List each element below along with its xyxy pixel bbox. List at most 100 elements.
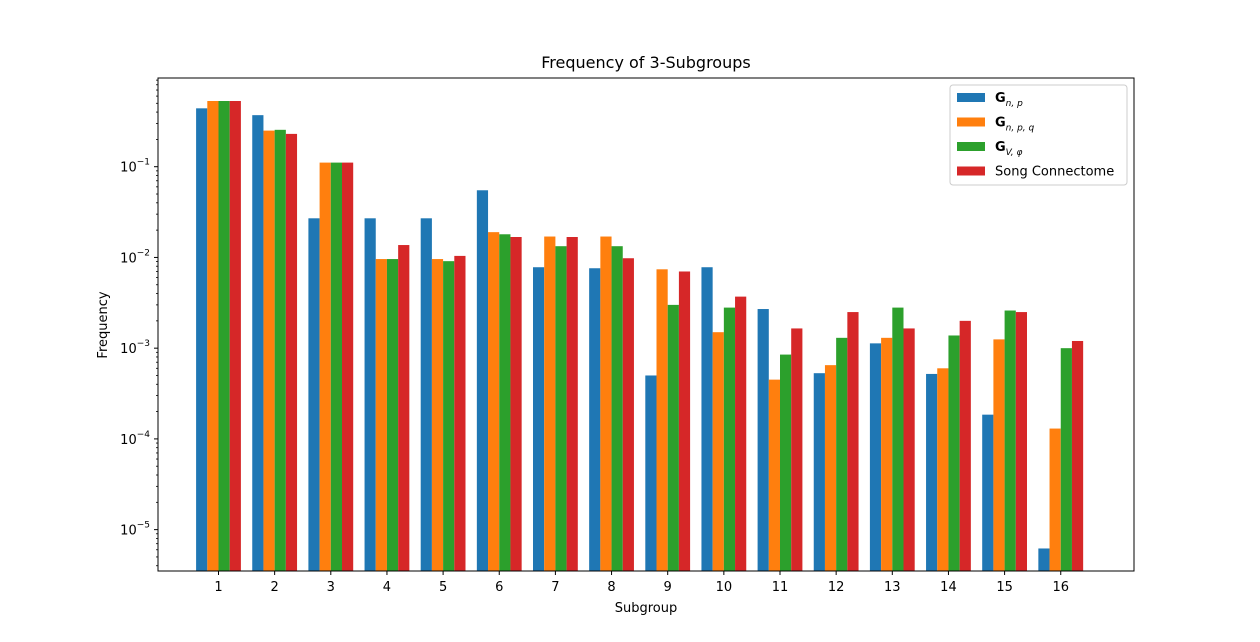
legend-swatch-1 — [957, 93, 985, 102]
bar-2-4 — [375, 259, 387, 571]
bar-3-6 — [499, 234, 511, 571]
bar-2-16 — [1049, 428, 1061, 571]
bar-4-10 — [735, 296, 747, 571]
bar-4-16 — [1071, 340, 1084, 571]
bar-2-2 — [263, 130, 275, 571]
legend-label-4: Song Connectome — [995, 165, 1114, 180]
bar-2-8 — [600, 236, 612, 571]
x-tick-label: 14 — [940, 580, 957, 595]
plot-frame — [157, 77, 1135, 572]
x-tick-label: 3 — [327, 580, 335, 595]
legend-label-1: Gn, p — [995, 91, 1023, 109]
x-axis-label: Subgroup — [615, 601, 678, 616]
bar-3-10 — [723, 307, 736, 571]
bar-3-5 — [443, 261, 455, 571]
x-tick-label: 2 — [271, 580, 279, 595]
bar-3-2 — [274, 129, 286, 571]
x-tick-label: 9 — [664, 580, 672, 595]
x-tick-label: 7 — [551, 580, 559, 595]
bar-2-15 — [993, 339, 1005, 571]
bar-3-3 — [330, 162, 342, 571]
chart-title: Frequency of 3-Subgroups — [541, 53, 750, 72]
bar-4-5 — [454, 255, 466, 571]
bar-1-3 — [308, 218, 320, 572]
bar-4-7 — [566, 237, 578, 571]
x-tick-label: 6 — [495, 580, 503, 595]
bar-1-6 — [476, 190, 489, 571]
bar-1-7 — [533, 267, 545, 571]
bar-2-10 — [712, 332, 724, 571]
x-tick-label: 4 — [383, 580, 391, 595]
bar-4-9 — [678, 271, 691, 571]
y-tick-label: 10−2 — [120, 248, 150, 266]
y-tick-label: 10−3 — [120, 339, 150, 357]
x-tick-label: 5 — [439, 580, 447, 595]
y-tick-label: 10−1 — [120, 158, 150, 176]
bar-4-11 — [791, 328, 803, 571]
bar-4-12 — [847, 312, 859, 571]
legend-swatch-4 — [957, 166, 985, 176]
bar-1-8 — [589, 268, 601, 571]
legend-label-3: GV, φ — [995, 140, 1023, 158]
bar-4-15 — [1015, 312, 1027, 571]
legend-swatch-3 — [957, 142, 985, 151]
bar-3-16 — [1060, 348, 1072, 571]
x-tick-label: 16 — [1052, 580, 1069, 595]
bars-group — [196, 101, 1084, 572]
bar-1-11 — [757, 309, 769, 571]
bar-4-13 — [903, 328, 915, 571]
bar-4-14 — [959, 320, 971, 571]
bar-2-11 — [768, 379, 780, 571]
bar-2-12 — [824, 365, 837, 571]
bar-2-14 — [937, 368, 949, 571]
x-tick-label: 12 — [828, 580, 845, 595]
legend-label-2: Gn, p, q — [995, 116, 1035, 134]
bar-1-15 — [982, 414, 994, 571]
bar-4-2 — [285, 133, 298, 571]
bar-3-9 — [667, 304, 679, 571]
bar-2-1 — [207, 101, 219, 571]
bar-1-10 — [701, 267, 713, 571]
bar-1-4 — [364, 218, 376, 572]
bar-3-11 — [780, 354, 792, 571]
bar-4-8 — [622, 258, 634, 571]
bar-1-13 — [869, 343, 882, 571]
x-axis: 1 2 3 4 5 6 7 8 9 10 11 12 13 14 15 16 — [214, 571, 1069, 595]
bar-4-4 — [398, 245, 410, 572]
bar-3-7 — [555, 246, 567, 571]
bar-2-3 — [319, 162, 331, 571]
bar-3-14 — [948, 335, 960, 571]
x-tick-label: 15 — [996, 580, 1013, 595]
y-tick-label: 10−4 — [120, 430, 150, 448]
bar-1-9 — [645, 375, 657, 571]
bar-2-7 — [544, 236, 556, 571]
bar-4-1 — [229, 101, 241, 571]
bar-2-9 — [656, 269, 668, 571]
bar-1-5 — [420, 218, 432, 572]
x-tick-label: 8 — [607, 580, 615, 595]
legend-swatch-2 — [957, 117, 985, 127]
y-axis-label: Frequency — [96, 291, 111, 358]
bar-1-12 — [813, 373, 825, 571]
bar-2-6 — [488, 232, 500, 571]
bar-1-16 — [1038, 548, 1050, 571]
y-tick-label: 10−5 — [120, 521, 150, 539]
bar-2-5 — [431, 259, 444, 571]
bar-1-14 — [926, 373, 938, 571]
y-axis: 10−5 10−4 10−3 10−2 10−1 — [120, 79, 158, 567]
bar-1-1 — [196, 108, 208, 571]
bar-3-4 — [386, 259, 399, 571]
bar-3-15 — [1004, 310, 1016, 571]
bar-4-6 — [510, 237, 522, 571]
x-tick-label: 10 — [716, 580, 733, 595]
bar-3-12 — [836, 337, 848, 571]
bar-4-3 — [342, 162, 354, 571]
bar-3-8 — [611, 246, 623, 571]
x-tick-label: 11 — [772, 580, 789, 595]
x-tick-label: 1 — [214, 580, 222, 595]
legend-box — [949, 84, 1128, 186]
bar-3-1 — [218, 101, 230, 571]
legend: Gn, p Gn, p, q GV, φ Song Connectome — [949, 84, 1128, 186]
bar-3-13 — [892, 307, 904, 571]
